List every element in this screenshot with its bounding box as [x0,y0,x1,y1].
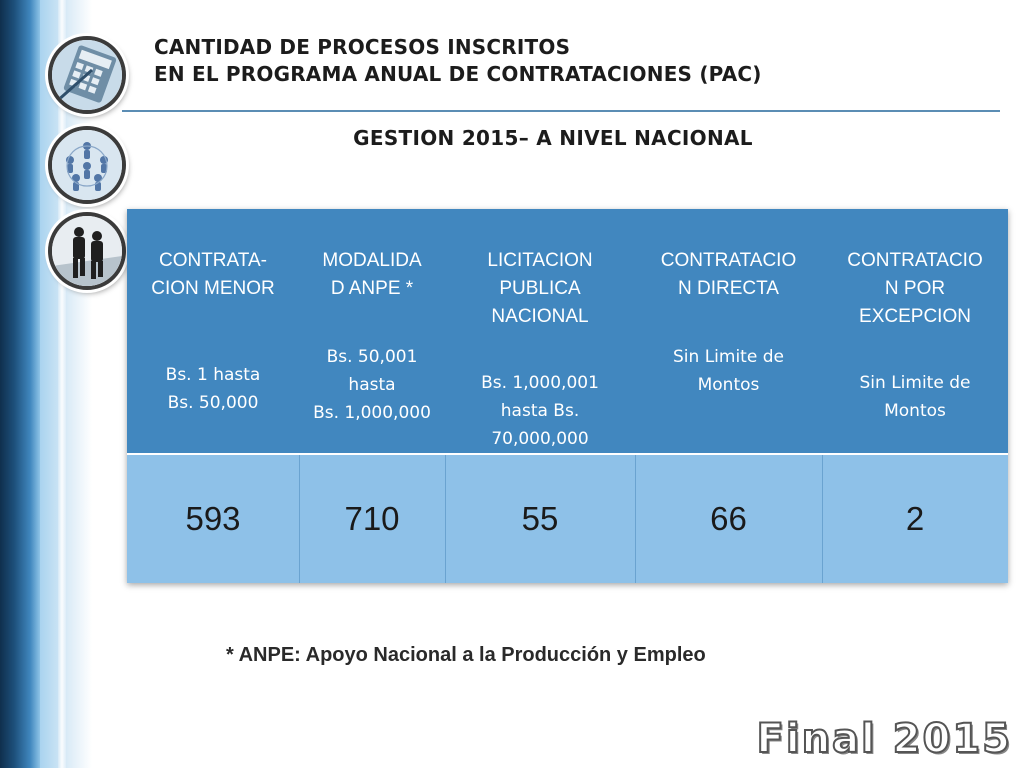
amount-range: Bs. 50,001 hasta Bs. 1,000,000 [299,343,445,427]
businessmen-icon [48,212,126,290]
amount-range-line: hasta [348,375,396,395]
category-label-line: LICITACION [487,250,593,271]
category-label: CONTRATA- CION MENOR [127,247,299,303]
process-count-value: 2 [905,500,925,537]
amount-range: Bs. 1,000,001 hasta Bs. 70,000,000 [445,369,635,453]
amount-range: Bs. 1 hasta Bs. 50,000 [127,361,299,417]
category-label-line: N DIRECTA [678,278,779,299]
category-label: CONTRATACIO N POR EXCEPCION [822,247,1008,331]
header-cell: CONTRATA- CION MENOR Bs. 1 hasta Bs. 50,000 [127,209,299,453]
category-label-line: NACIONAL [491,306,589,327]
table-value-row: 593 710 55 66 2 [127,455,1008,583]
calculator-icon [48,36,126,114]
amount-range-line: Bs. 50,000 [167,393,259,413]
category-label-line: PUBLICA [499,278,581,299]
category-label-line: CION MENOR [151,278,275,299]
category-label-line: EXCEPCION [859,306,971,327]
final-2015-stamp: Final 2015 [756,715,1012,763]
amount-range-line: hasta Bs. [500,401,580,421]
category-label-line: CONTRATA- [158,250,267,271]
process-count-table: CONTRATA- CION MENOR Bs. 1 hasta Bs. 50,000… [127,209,1008,583]
amount-range: Sin Limite de Montos [822,369,1008,425]
amount-range-line: Bs. 1 hasta [165,365,261,385]
left-highlight-stripe [58,0,66,768]
amount-range: Sin Limite de Montos [635,343,822,399]
header-cell: CONTRATACIO N POR EXCEPCION Sin Limite de Mo… [822,209,1008,453]
amount-range-line: Sin Limite de [673,347,784,367]
table-header-row: CONTRATA- CION MENOR Bs. 1 hasta Bs. 50,000… [127,209,1008,453]
process-count-value: 593 [185,500,241,537]
category-label-line: CONTRATACIO [660,250,797,271]
row-separator [127,453,1008,455]
category-label: MODALIDA D ANPE * [299,247,445,303]
process-count-value: 710 [344,500,400,537]
category-label: LICITACION PUBLICA NACIONAL [445,247,635,331]
amount-range-line: Bs. 1,000,000 [313,403,431,423]
amount-range-line: Sin Limite de [859,373,971,393]
header-cell: LICITACION PUBLICA NACIONAL Bs. 1,000,001 ha… [445,209,635,453]
title-divider [122,110,1000,112]
category-label-line: N POR [884,278,946,299]
column-divider [445,455,446,583]
category-label-line: CONTRATACIO [847,250,983,271]
header-cell: CONTRATACIO N DIRECTA Sin Limite de Montos [635,209,822,453]
left-gradient-band [40,0,92,768]
title-line-1: CANTIDAD DE PROCESOS INSCRITOS [154,35,571,59]
process-count-value: 55 [521,500,559,537]
amount-range-line: Montos [884,401,946,421]
left-decorative-band [0,0,40,768]
amount-range-line: Montos [697,375,760,395]
page-subtitle: GESTION 2015– A NIVEL NACIONAL [353,126,753,150]
header-cell: MODALIDA D ANPE * Bs. 50,001 hasta Bs. 1,000… [299,209,445,453]
column-divider [635,455,636,583]
category-label-line: MODALIDA [322,250,422,271]
process-count-value: 66 [710,500,747,537]
column-divider [299,455,300,583]
column-divider [822,455,823,583]
amount-range-line: Bs. 50,001 [326,347,418,367]
category-label: CONTRATACIO N DIRECTA [635,247,822,303]
people-network-icon [48,126,126,204]
category-label-line: D ANPE * [330,278,414,299]
amount-range-line: 70,000,000 [491,429,589,449]
page-title: CANTIDAD DE PROCESOS INSCRITOS EN EL PRO… [154,34,914,88]
amount-range-line: Bs. 1,000,001 [481,373,599,393]
footnote: * ANPE: Apoyo Nacional a la Producción y… [226,644,706,666]
title-line-2: EN EL PROGRAMA ANUAL DE CONTRATACIONES (… [154,62,762,86]
